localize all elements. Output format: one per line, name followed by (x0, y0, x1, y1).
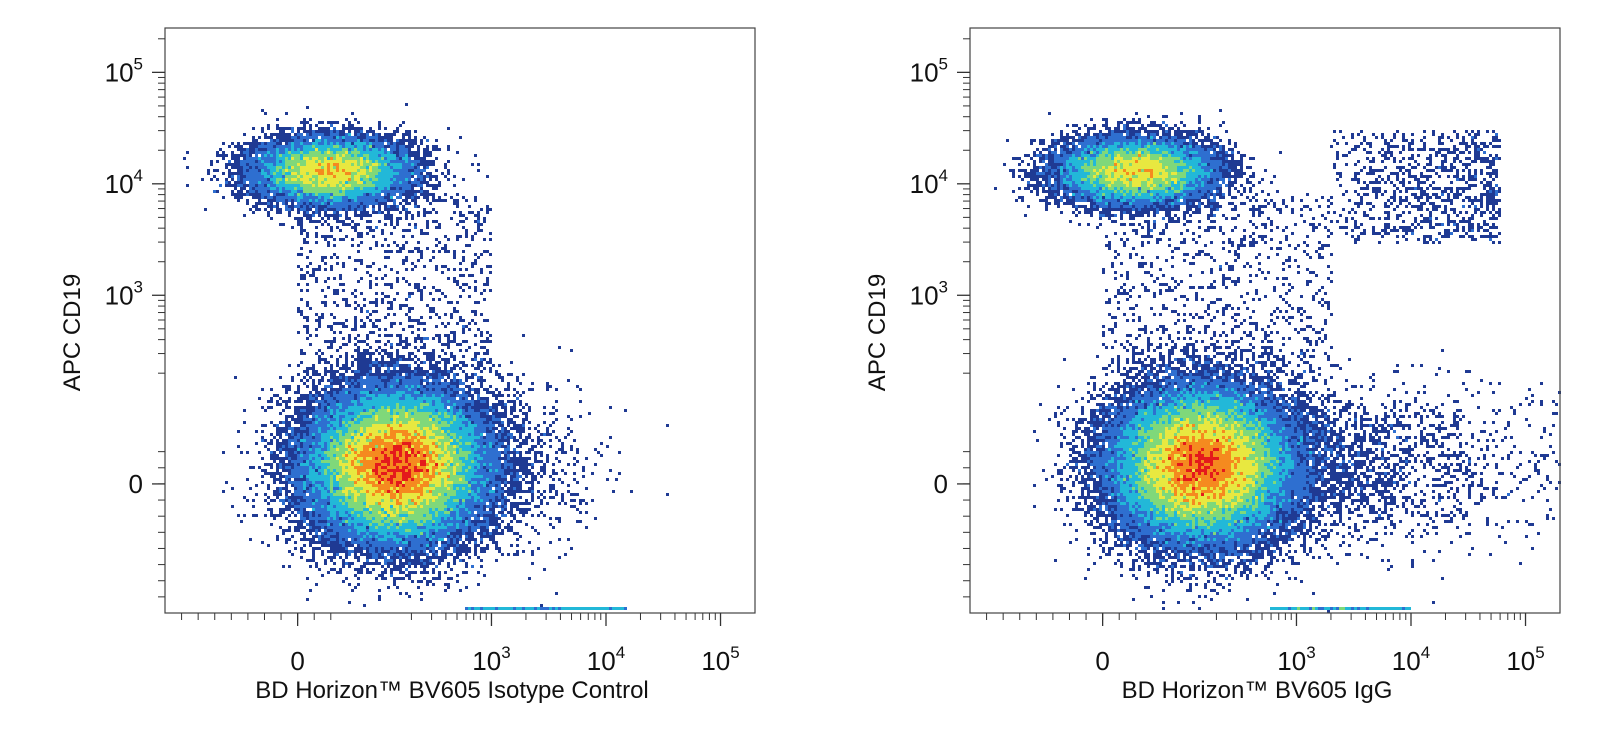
y-tick-label: 105 (105, 54, 143, 87)
y-tick-label: 104 (105, 166, 143, 199)
density-bins (994, 109, 1561, 613)
chart-panel-igg: 0 103 104 105 0 103 104 105 BD Horizon™ BV605 Ig… (805, 0, 1595, 753)
minor-ticks (158, 38, 716, 620)
x-tick-label: 104 (1392, 643, 1430, 676)
x-tick-label: 103 (1277, 643, 1315, 676)
density-bins (183, 103, 669, 610)
y-tick-label: 105 (910, 54, 948, 87)
chart-panel-isotype: 0 103 104 105 0 103 104 105 BD Horizon™ BV605 Is… (0, 0, 790, 753)
density-plot-igg: 0 103 104 105 0 103 104 105 BD Horizon™ BV605 Ig… (864, 27, 1561, 704)
x-tick-label: 0 (290, 646, 304, 676)
y-axis-title: APC CD19 (59, 274, 86, 391)
x-tick-label: 104 (587, 643, 625, 676)
plot-frame (164, 27, 756, 614)
y-tick-label: 0 (934, 469, 948, 499)
plot-frame (969, 27, 1561, 614)
y-tick-label: 0 (129, 469, 143, 499)
x-axis-title: BD Horizon™ BV605 IgG (1122, 677, 1393, 704)
x-tick-label: 105 (701, 643, 739, 676)
y-tick-label: 103 (910, 277, 948, 310)
y-axis-title: APC CD19 (864, 274, 891, 391)
density-plot-isotype: 0 103 104 105 0 103 104 105 BD Horizon™ BV605 Is… (59, 27, 756, 704)
y-tick-label: 104 (910, 166, 948, 199)
x-axis-title: BD Horizon™ BV605 Isotype Control (255, 677, 649, 704)
x-tick-label: 103 (472, 643, 510, 676)
y-tick-label: 103 (105, 277, 143, 310)
x-tick-label: 0 (1095, 646, 1109, 676)
x-tick-label: 105 (1506, 643, 1544, 676)
